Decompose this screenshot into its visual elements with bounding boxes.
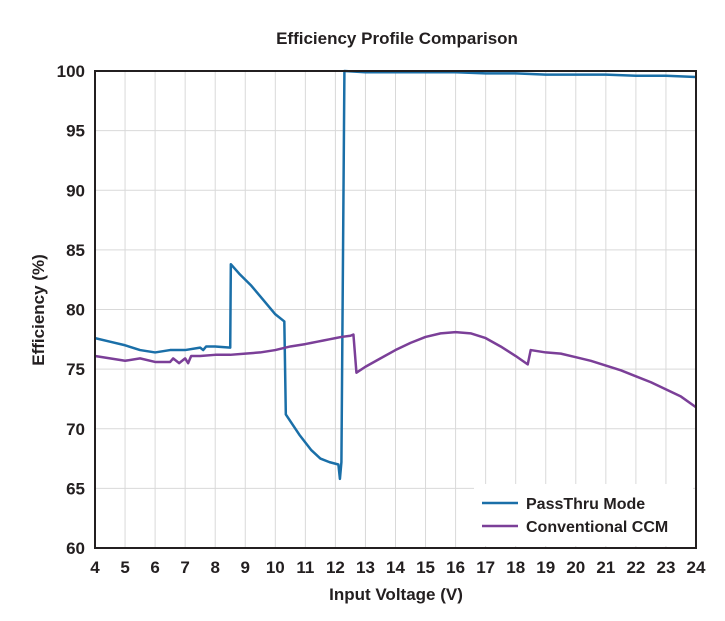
legend-box: [474, 484, 693, 546]
legend-label-ccm: Conventional CCM: [526, 519, 668, 536]
x-tick-label: 13: [356, 558, 375, 577]
x-tick-label: 20: [566, 558, 585, 577]
y-tick-label: 60: [66, 539, 85, 558]
y-axis-ticks: 60 65 70 75 80 85 90 95 100: [57, 62, 85, 558]
y-tick-label: 75: [66, 360, 85, 379]
x-axis-ticks: 4 5 6 7 8 9 10 11 12 13 14 15 16 17 18 19 20 21 22 23 24: [90, 558, 706, 577]
y-tick-label: 95: [66, 122, 85, 141]
legend: PassThru Mode Conventional CCM: [474, 484, 693, 546]
x-tick-label: 14: [386, 558, 405, 577]
x-tick-label: 16: [446, 558, 465, 577]
x-tick-label: 8: [210, 558, 219, 577]
x-tick-label: 9: [241, 558, 250, 577]
x-axis-label: Input Voltage (V): [329, 585, 463, 604]
series-line-ccm: [94, 330, 697, 409]
x-tick-label: 11: [296, 558, 314, 577]
x-tick-label: 17: [476, 558, 495, 577]
x-tick-label: 18: [506, 558, 525, 577]
x-tick-label: 24: [687, 558, 706, 577]
y-tick-label: 80: [66, 301, 85, 320]
x-tick-label: 6: [150, 558, 159, 577]
grid: [94, 70, 697, 549]
x-tick-label: 15: [416, 558, 435, 577]
x-tick-label: 4: [90, 558, 100, 577]
x-tick-label: 19: [536, 558, 555, 577]
x-tick-label: 22: [626, 558, 645, 577]
plot-frame: [94, 70, 697, 549]
series-line-passthru: [94, 69, 697, 481]
y-tick-label: 70: [66, 420, 85, 439]
y-tick-label: 100: [57, 62, 85, 81]
y-tick-label: 90: [66, 181, 85, 200]
x-tick-label: 12: [326, 558, 345, 577]
chart-title: Efficiency Profile Comparison: [276, 29, 518, 48]
y-tick-label: 65: [66, 479, 85, 498]
series-layer: [94, 69, 697, 481]
x-tick-label: 5: [120, 558, 129, 577]
y-tick-label: 85: [66, 241, 85, 260]
x-tick-label: 23: [656, 558, 675, 577]
legend-label-passthru: PassThru Mode: [526, 496, 645, 513]
x-tick-label: 7: [180, 558, 189, 577]
y-axis-label: Efficiency (%): [29, 254, 48, 365]
x-tick-label: 21: [596, 558, 615, 577]
x-tick-label: 10: [266, 558, 285, 577]
